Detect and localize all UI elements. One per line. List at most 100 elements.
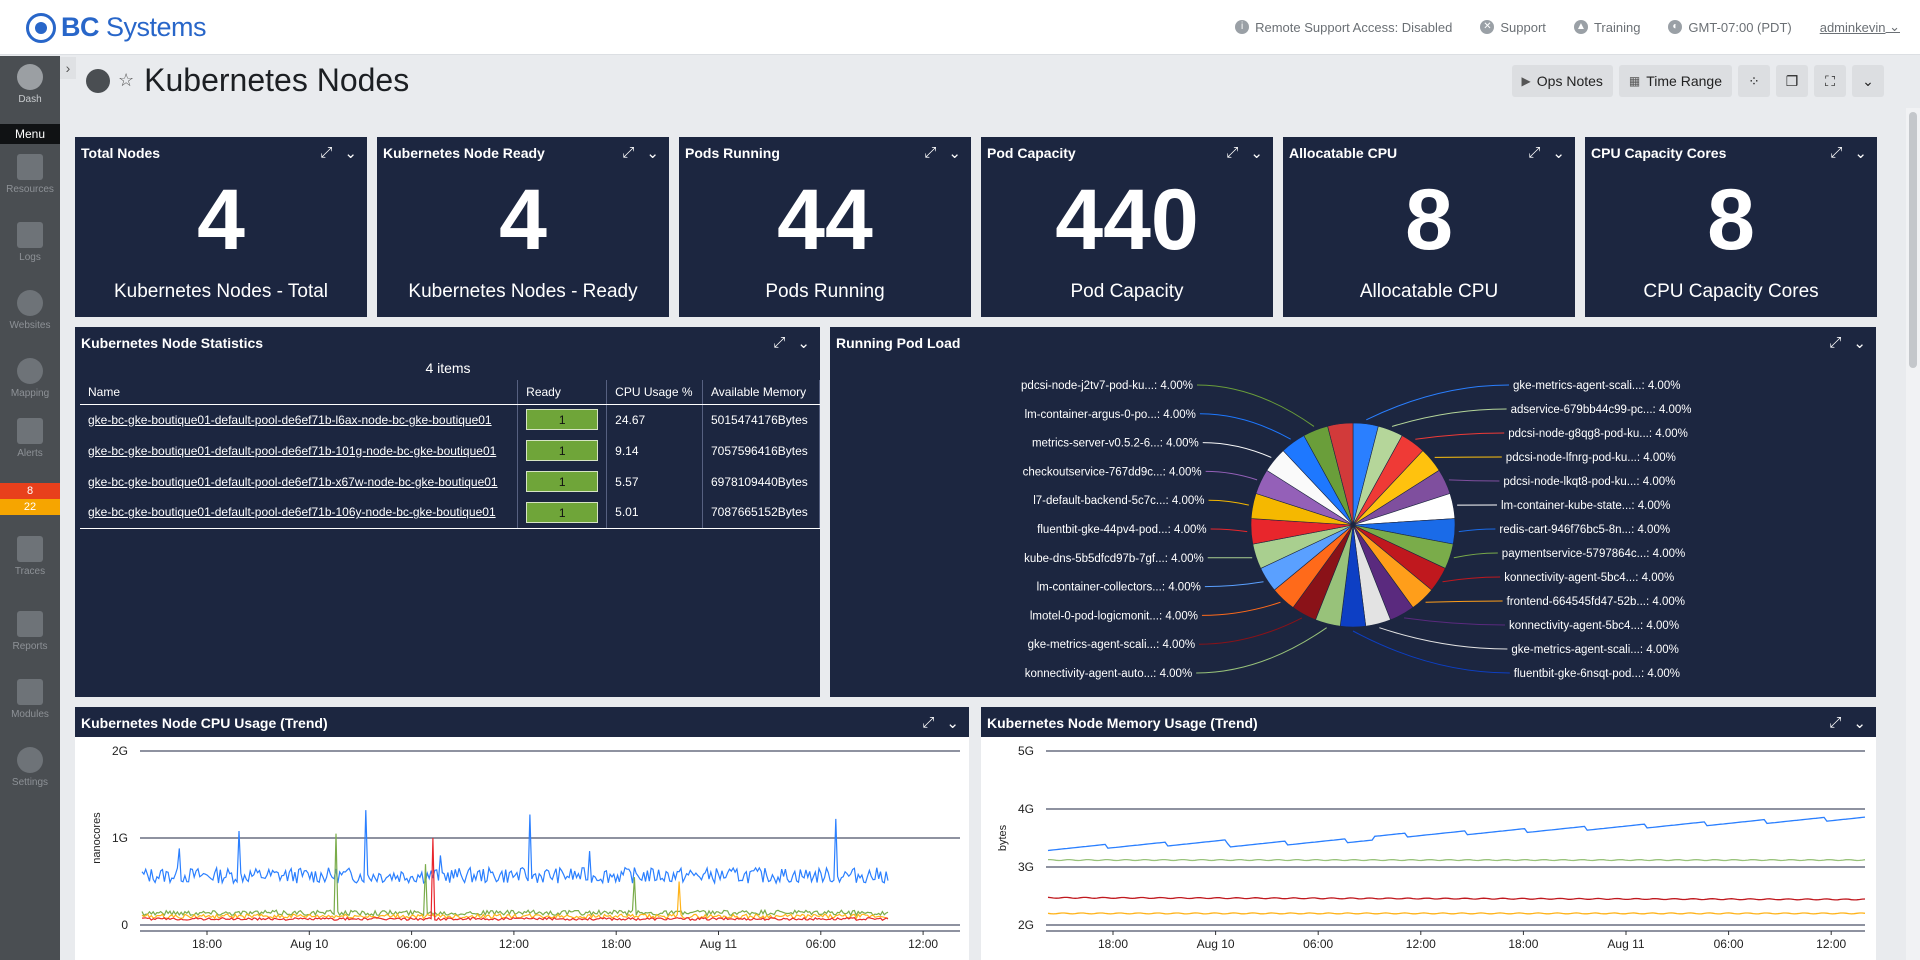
sidebar-item-dash[interactable]: Dash	[0, 64, 60, 105]
y-tick-label: 2G	[112, 744, 128, 758]
widget-node-statistics: Kubernetes Node Statistics ⤢ ⌄ 4 items Na…	[75, 327, 820, 697]
big-number-label: Kubernetes Nodes - Total	[113, 281, 329, 302]
pie-leader-line	[1208, 499, 1249, 506]
clone-button[interactable]: ❐	[1776, 65, 1808, 97]
gear-icon	[17, 747, 43, 773]
brand-logo[interactable]: BC Systems	[26, 12, 207, 43]
ready-cell: 1	[517, 404, 608, 435]
pie-leader-line	[1201, 601, 1281, 616]
sidebar-item-alerts[interactable]: Alerts	[0, 418, 60, 459]
calendar-icon: ▦	[1628, 74, 1641, 88]
expand-icon[interactable]: ⤢	[773, 334, 786, 351]
critical-alert-count[interactable]: 8	[0, 483, 60, 499]
pie-slice-label: konnectivity-agent-auto...: 4.00%	[1025, 668, 1193, 680]
pie-slice-label: fluentbit-gke-6nsqt-pod...: 4.00%	[1514, 668, 1680, 680]
sidebar-toggle-chevron-icon[interactable]: ›	[60, 57, 76, 79]
expand-icon[interactable]: ⤢	[1830, 144, 1843, 161]
report-icon	[17, 611, 43, 637]
chevron-down-icon[interactable]: ⌄	[1853, 335, 1866, 352]
x-tick-label: 06:00	[397, 937, 427, 951]
sidebar-item-logs[interactable]: Logs	[0, 222, 60, 263]
big-number-value: 440	[1055, 172, 1199, 268]
x-tick-label: 06:00	[1303, 937, 1333, 951]
memory-series-line	[1048, 897, 1865, 900]
node-name-link[interactable]: gke-bc-gke-boutique01-default-pool-de6ef…	[80, 466, 519, 497]
column-header-cpu[interactable]: CPU Usage %	[606, 380, 703, 405]
fullscreen-button[interactable]: ⛶	[1814, 65, 1846, 97]
sidebar-item-resources[interactable]: Resources	[0, 154, 60, 195]
node-name-link[interactable]: gke-bc-gke-boutique01-default-pool-de6ef…	[80, 435, 519, 466]
expand-icon[interactable]: ⤢	[1829, 334, 1842, 351]
support-link[interactable]: ✕ Support	[1480, 20, 1546, 35]
chevron-down-icon[interactable]: ⌄	[1250, 145, 1263, 162]
sidebar-menu-label[interactable]: Menu	[0, 124, 60, 144]
lifebuoy-icon: ✕	[1480, 20, 1495, 34]
chevron-down-icon[interactable]: ⌄	[646, 145, 659, 162]
ready-cell: 1	[517, 497, 608, 529]
widget-running-pod-load: Running Pod Load ⤢ ⌄ gke-metrics-agent-sc…	[830, 327, 1876, 697]
pie-slice-label: pdcsi-node-lfnrg-pod-ku...: 4.00%	[1506, 452, 1676, 464]
remote-support-link[interactable]: i Remote Support Access: Disabled	[1235, 20, 1452, 35]
column-header-memory[interactable]: Available Memory	[702, 380, 820, 405]
warning-alert-count[interactable]: 22	[0, 499, 60, 515]
widget-title: Kubernetes Node Memory Usage (Trend)	[987, 715, 1258, 731]
column-header-ready[interactable]: Ready	[517, 380, 608, 405]
chevron-down-icon[interactable]: ⌄	[1552, 145, 1565, 162]
expand-icon[interactable]: ⤢	[1829, 714, 1842, 731]
available-memory-cell: 5015474176Bytes	[702, 404, 820, 435]
sidebar-item-modules[interactable]: Modules	[0, 679, 60, 720]
chevron-down-icon[interactable]: ⌄	[946, 715, 959, 732]
widget-pods-running: Pods Running ⤢ ⌄ 44 Pods Running	[679, 137, 971, 317]
sidebar-item-websites[interactable]: Websites	[0, 290, 60, 331]
cpu-series-line	[142, 810, 888, 883]
ops-notes-button[interactable]: ▶ Ops Notes	[1511, 65, 1613, 97]
node-name-link[interactable]: gke-bc-gke-boutique01-default-pool-de6ef…	[80, 404, 519, 435]
chevron-down-icon[interactable]: ⌄	[344, 145, 357, 162]
widget-allocatable-cpu: Allocatable CPU ⤢ ⌄ 8 Allocatable CPU	[1283, 137, 1575, 317]
node-name-link[interactable]: gke-bc-gke-boutique01-default-pool-de6ef…	[80, 497, 519, 529]
pie-slice-label: fluentbit-gke-44pv4-pod...: 4.00%	[1037, 524, 1206, 536]
pie-slice-label: pdcsi-node-j2tv7-pod-ku...: 4.00%	[1021, 380, 1193, 392]
sidebar-item-reports[interactable]: Reports	[0, 611, 60, 652]
chevron-down-icon[interactable]: ⌄	[948, 145, 961, 162]
pie-slice-label: frontend-664545fd47-52b...: 4.00%	[1507, 596, 1685, 608]
favorite-star-icon[interactable]: ☆	[118, 70, 135, 90]
more-options-button[interactable]: ⌄	[1852, 65, 1884, 97]
page-scrollbar[interactable]	[1906, 108, 1920, 960]
chevron-down-icon[interactable]: ⌄	[1853, 715, 1866, 732]
sidebar-item-settings[interactable]: Settings	[0, 747, 60, 788]
widget-title: Kubernetes Node Ready	[383, 145, 545, 161]
expand-icon[interactable]: ⤢	[1226, 144, 1239, 161]
training-link[interactable]: ▲ Training	[1573, 20, 1640, 35]
memory-series-line	[1048, 817, 1865, 850]
scrollbar-thumb[interactable]	[1909, 112, 1917, 368]
x-tick-label: Aug 11	[1607, 937, 1644, 951]
sidebar-item-traces[interactable]: Traces	[0, 536, 60, 577]
cpu-series-line	[142, 838, 888, 920]
pie-slice-label: konnectivity-agent-5bc4...: 4.00%	[1504, 572, 1674, 584]
available-memory-cell: 7057596416Bytes	[702, 435, 820, 466]
chevron-down-icon[interactable]: ⌄	[1854, 145, 1867, 162]
expand-icon[interactable]: ⤢	[622, 144, 635, 161]
warning-icon	[17, 418, 43, 444]
widget-settings-button[interactable]: ⁘	[1738, 65, 1770, 97]
column-header-name[interactable]: Name	[80, 380, 519, 405]
dashboard-icon	[86, 68, 110, 93]
pie-slice-label: pdcsi-node-lkqt8-pod-ku...: 4.00%	[1503, 476, 1675, 488]
expand-icon[interactable]: ⤢	[924, 144, 937, 161]
chevron-down-icon[interactable]: ⌄	[797, 335, 810, 352]
user-menu[interactable]: adminkevin ⌄	[1819, 19, 1900, 35]
expand-icon[interactable]: ⤢	[320, 144, 333, 161]
time-range-button[interactable]: ▦ Time Range	[1618, 65, 1732, 97]
pie-slice-label: redis-cart-946f76bc5-8n...: 4.00%	[1499, 524, 1670, 536]
pie-leader-line	[1199, 617, 1303, 645]
widget-title: Running Pod Load	[836, 335, 961, 351]
y-tick-label: 0	[121, 918, 128, 932]
expand-icon[interactable]: ⤢	[1528, 144, 1541, 161]
y-tick-label: 4G	[1018, 802, 1034, 816]
graduation-cap-icon: ▲	[1573, 20, 1588, 34]
sidebar-item-mapping[interactable]: Mapping	[0, 358, 60, 399]
timezone-link[interactable]: ◐ GMT-07:00 (PDT)	[1668, 20, 1792, 35]
expand-icon[interactable]: ⤢	[922, 714, 935, 731]
ready-status-badge: 1	[526, 471, 599, 492]
